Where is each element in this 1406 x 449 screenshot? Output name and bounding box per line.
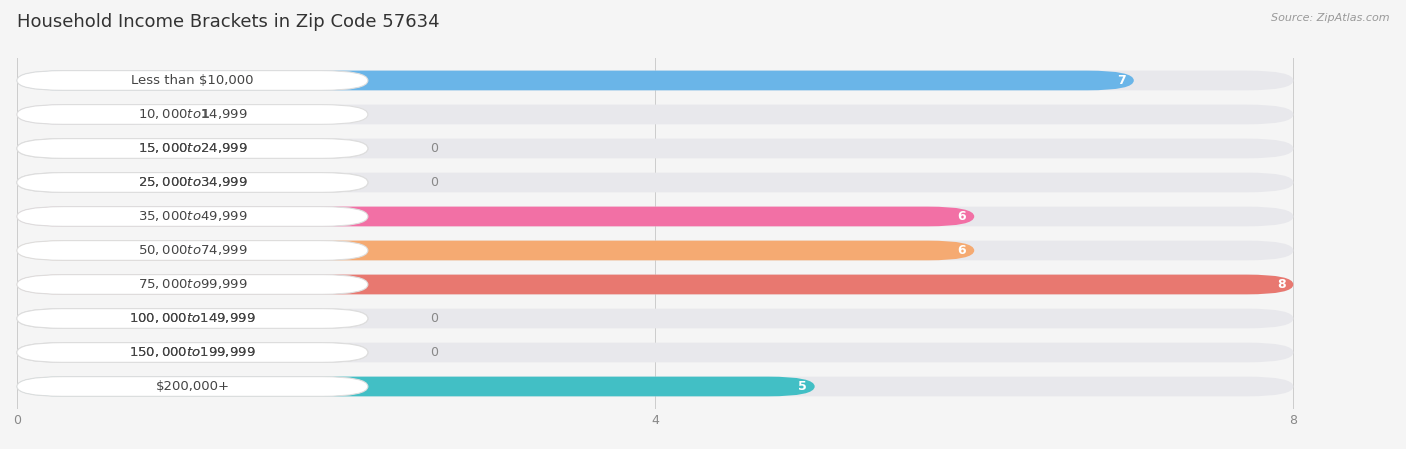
FancyBboxPatch shape — [17, 105, 176, 124]
FancyBboxPatch shape — [17, 308, 368, 328]
FancyBboxPatch shape — [17, 172, 368, 192]
FancyBboxPatch shape — [17, 139, 368, 158]
FancyBboxPatch shape — [17, 241, 1294, 260]
Text: $25,000 to $34,999: $25,000 to $34,999 — [138, 176, 247, 189]
FancyBboxPatch shape — [17, 308, 288, 328]
Text: $200,000+: $200,000+ — [156, 380, 229, 393]
Text: $150,000 to $199,999: $150,000 to $199,999 — [129, 345, 256, 360]
FancyBboxPatch shape — [17, 275, 1294, 295]
Text: 1: 1 — [201, 108, 209, 121]
Text: 0: 0 — [430, 142, 439, 155]
FancyBboxPatch shape — [17, 241, 368, 260]
FancyBboxPatch shape — [17, 377, 368, 396]
FancyBboxPatch shape — [17, 70, 1294, 90]
FancyBboxPatch shape — [17, 207, 974, 226]
Text: 6: 6 — [957, 244, 966, 257]
Text: 5: 5 — [799, 380, 807, 393]
FancyBboxPatch shape — [17, 308, 1294, 328]
FancyBboxPatch shape — [17, 70, 368, 90]
FancyBboxPatch shape — [17, 139, 368, 158]
Text: $35,000 to $49,999: $35,000 to $49,999 — [138, 210, 247, 224]
Text: 7: 7 — [1118, 74, 1126, 87]
Text: $100,000 to $149,999: $100,000 to $149,999 — [129, 312, 256, 326]
Text: 0: 0 — [430, 176, 439, 189]
FancyBboxPatch shape — [17, 343, 368, 362]
FancyBboxPatch shape — [17, 105, 1294, 124]
FancyBboxPatch shape — [17, 275, 368, 295]
Text: Less than $10,000: Less than $10,000 — [131, 74, 253, 87]
FancyBboxPatch shape — [17, 172, 1294, 192]
FancyBboxPatch shape — [17, 207, 1294, 226]
Text: Household Income Brackets in Zip Code 57634: Household Income Brackets in Zip Code 57… — [17, 13, 440, 31]
FancyBboxPatch shape — [17, 172, 368, 192]
Text: $15,000 to $24,999: $15,000 to $24,999 — [138, 141, 247, 155]
Text: Source: ZipAtlas.com: Source: ZipAtlas.com — [1271, 13, 1389, 23]
Text: $100,000 to $149,999: $100,000 to $149,999 — [129, 312, 256, 326]
FancyBboxPatch shape — [17, 139, 1294, 158]
FancyBboxPatch shape — [17, 139, 288, 158]
FancyBboxPatch shape — [17, 308, 368, 328]
Text: $10,000 to $14,999: $10,000 to $14,999 — [138, 107, 247, 122]
FancyBboxPatch shape — [17, 105, 368, 124]
FancyBboxPatch shape — [17, 377, 1294, 396]
Text: $25,000 to $34,999: $25,000 to $34,999 — [138, 176, 247, 189]
FancyBboxPatch shape — [17, 275, 1294, 295]
FancyBboxPatch shape — [17, 343, 1294, 362]
Text: $75,000 to $99,999: $75,000 to $99,999 — [138, 277, 247, 291]
Text: $150,000 to $199,999: $150,000 to $199,999 — [129, 345, 256, 360]
Text: $15,000 to $24,999: $15,000 to $24,999 — [138, 141, 247, 155]
Text: 0: 0 — [430, 346, 439, 359]
FancyBboxPatch shape — [17, 241, 974, 260]
FancyBboxPatch shape — [17, 70, 1133, 90]
Text: $50,000 to $74,999: $50,000 to $74,999 — [138, 243, 247, 257]
FancyBboxPatch shape — [17, 343, 368, 362]
FancyBboxPatch shape — [17, 377, 814, 396]
Text: 8: 8 — [1277, 278, 1285, 291]
Text: 6: 6 — [957, 210, 966, 223]
FancyBboxPatch shape — [17, 343, 288, 362]
Text: 0: 0 — [430, 312, 439, 325]
FancyBboxPatch shape — [17, 207, 368, 226]
FancyBboxPatch shape — [17, 172, 288, 192]
